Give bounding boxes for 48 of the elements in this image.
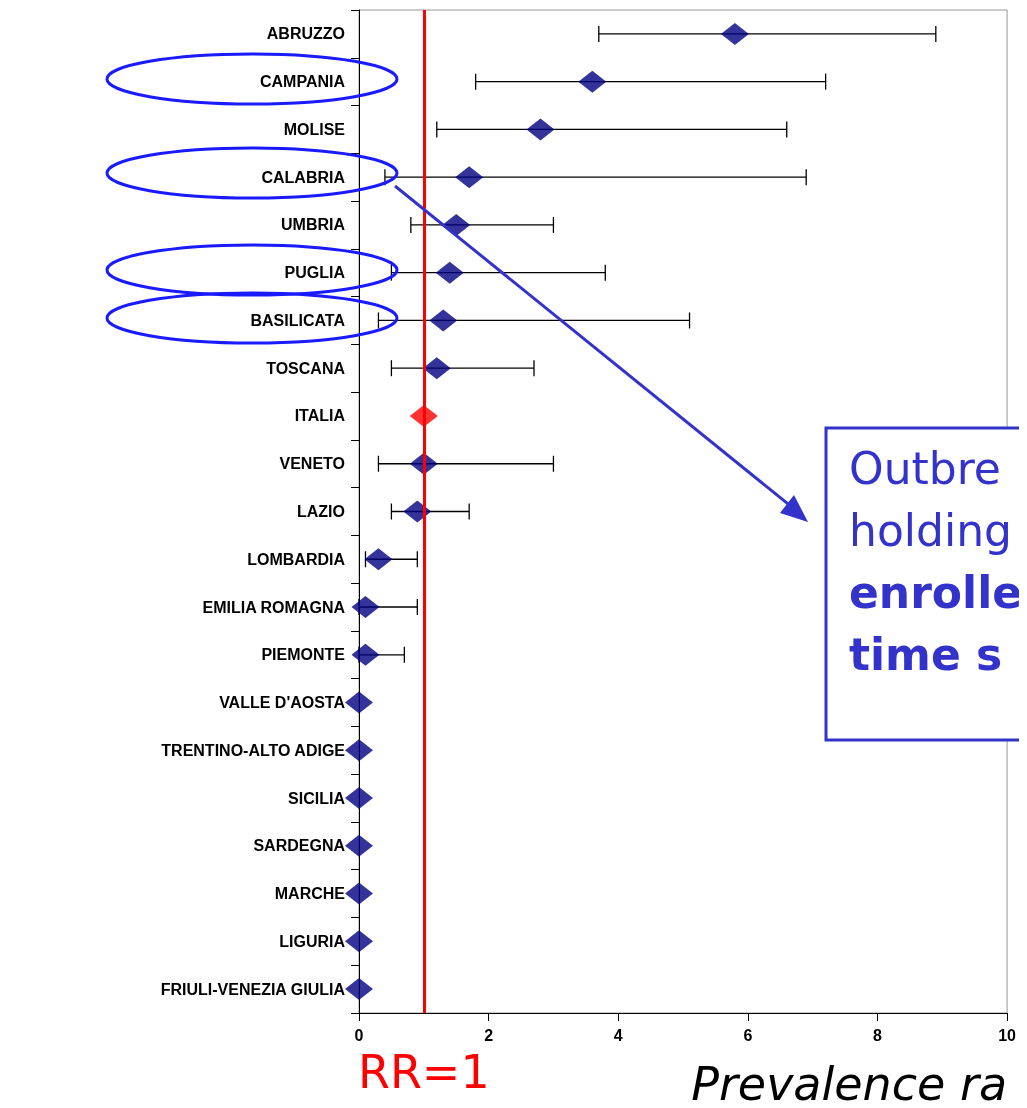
x-tick-label: 2	[484, 1026, 494, 1044]
point	[351, 596, 380, 619]
y-tick-label: ITALIA	[294, 407, 346, 425]
y-tick-label: EMILIA ROMAGNA	[202, 598, 346, 616]
y-tick-label: FRIULI-VENEZIA GIULIA	[160, 980, 346, 998]
x-tick-label: 6	[743, 1026, 753, 1044]
y-tick-label: SARDEGNA	[253, 837, 346, 855]
y-tick-label: ABRUZZO	[266, 25, 345, 43]
point	[526, 118, 555, 141]
annotation: time s	[849, 628, 1003, 680]
y-tick-label: SICILIA	[288, 789, 346, 807]
point	[364, 548, 393, 571]
y-tick-label: CALABRIA	[261, 168, 346, 186]
y-tick-label: MARCHE	[274, 885, 346, 903]
y-tick-label: BASILICATA	[250, 311, 346, 329]
annotation: holding	[849, 504, 1013, 556]
point	[345, 978, 373, 1001]
point	[351, 643, 380, 666]
point	[345, 739, 373, 762]
y-tick-label: VALLE D'AOSTA	[219, 694, 346, 712]
x-tick-label: 8	[873, 1026, 883, 1044]
point	[345, 787, 373, 810]
y-tick-label: CAMPANIA	[259, 73, 346, 91]
y-tick-label: PUGLIA	[284, 264, 346, 282]
y-tick-label: LOMBARDIA	[247, 550, 346, 568]
y-tick-label: LIGURIA	[279, 932, 346, 950]
x-axis-title: Prevalence ra	[691, 1057, 1008, 1108]
x-tick-label: 0	[354, 1026, 364, 1044]
y-tick-label: VENETO	[279, 455, 345, 473]
y-tick-label: TOSCANA	[266, 359, 346, 377]
y-tick-label: MOLISE	[283, 120, 346, 138]
point	[720, 22, 749, 45]
point	[429, 309, 458, 332]
ref-line-label: RR=1	[357, 1045, 490, 1099]
y-tick-label: UMBRIA	[281, 216, 346, 234]
x-tick-label: 4	[613, 1026, 623, 1044]
point	[345, 882, 373, 905]
point	[578, 70, 607, 93]
y-tick-label: LAZIO	[297, 503, 345, 520]
point	[345, 930, 373, 953]
y-tick-label: TRENTINO-ALTO ADIGE	[161, 741, 346, 759]
y-tick-label: PIEMONTE	[261, 646, 346, 664]
x-tick-label: 10	[998, 1026, 1017, 1044]
point	[435, 261, 464, 284]
annotation: Outbre	[849, 442, 1001, 494]
point	[345, 691, 373, 714]
point	[345, 834, 373, 857]
point	[455, 166, 484, 189]
